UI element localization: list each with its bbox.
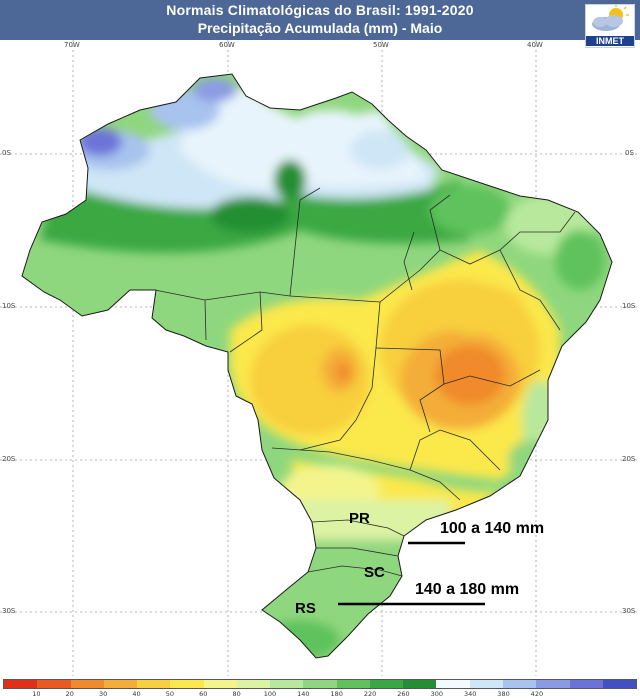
legend-tick: 80 — [232, 690, 241, 698]
legend-swatch — [602, 680, 637, 688]
title-banner: Normais Climatológicas do Brasil: 1991-2… — [0, 0, 640, 48]
annotation-pr: 100 a 140 mm — [440, 520, 545, 537]
legend-tick: 60 — [199, 690, 208, 698]
legend-swatch — [536, 680, 570, 688]
lat-label-right: 30S — [622, 607, 636, 615]
legend-tick: 20 — [65, 690, 74, 698]
legend-swatch — [303, 680, 337, 688]
legend-swatch — [469, 680, 503, 688]
legend-tick: 220 — [363, 690, 377, 698]
legend-swatch — [4, 680, 38, 688]
legend-swatch — [270, 680, 304, 688]
inmet-logo: INMET — [585, 4, 635, 48]
legend-swatch — [436, 680, 470, 688]
legend-tick: 380 — [497, 690, 510, 698]
legend-tick: 260 — [397, 690, 410, 698]
lat-label-right: 0S — [625, 149, 634, 157]
annotation-rs: 140 a 180 mm — [415, 581, 520, 598]
lat-label-left: 30S — [2, 607, 16, 615]
legend-swatch — [369, 680, 404, 688]
legend-tick: 50 — [165, 690, 174, 698]
legend-tick-labels: 10 20 30 40 50 60 80 100 140 180 220 260 300 340 380 42… — [3, 690, 637, 700]
legend-tick: 180 — [330, 690, 343, 698]
state-label-pr: PR — [349, 510, 370, 527]
cloud-sun-icon — [592, 5, 629, 31]
legend-swatch — [170, 680, 204, 688]
legend-tick: 10 — [32, 690, 41, 698]
legend-swatch — [137, 680, 171, 688]
legend-tick: 100 — [263, 690, 277, 698]
legend-tick: 30 — [98, 690, 108, 698]
legend-tick: 40 — [132, 690, 141, 698]
state-label-rs: RS — [295, 600, 316, 617]
legend-tick: 420 — [530, 690, 544, 698]
legend-swatch — [103, 680, 138, 688]
state-label-sc: SC — [364, 564, 385, 581]
legend-tick: 340 — [463, 690, 477, 698]
lat-label-right: 20S — [622, 455, 636, 463]
legend-swatch — [236, 680, 271, 688]
legend-swatch — [203, 680, 237, 688]
color-legend — [3, 679, 637, 689]
lon-label: 40W — [527, 41, 543, 49]
lat-label-left: 20S — [2, 455, 16, 463]
lon-label: 50W — [373, 41, 389, 49]
logo-text: INMET — [586, 36, 634, 46]
state-borders — [154, 187, 576, 577]
lat-label-left: 0S — [2, 149, 11, 157]
legend-tick: 140 — [297, 690, 310, 698]
map-subtitle: Precipitação Acumulada (mm) - Maio — [197, 20, 443, 36]
legend-swatch — [569, 680, 603, 688]
lon-label: 70W — [64, 41, 80, 49]
lat-label-left: 10S — [2, 302, 16, 310]
legend-swatch — [70, 680, 104, 688]
lat-label-right: 10S — [622, 302, 636, 310]
precipitation-map — [0, 40, 640, 676]
legend-tick: 300 — [430, 690, 443, 698]
map-title: Normais Climatológicas do Brasil: 1991-2… — [166, 2, 474, 18]
legend-swatch — [403, 680, 437, 688]
lon-label: 60W — [219, 41, 235, 49]
legend-swatch — [336, 680, 370, 688]
legend-swatch — [502, 680, 537, 688]
precipitation-field — [22, 74, 612, 658]
legend-swatch — [37, 680, 71, 688]
